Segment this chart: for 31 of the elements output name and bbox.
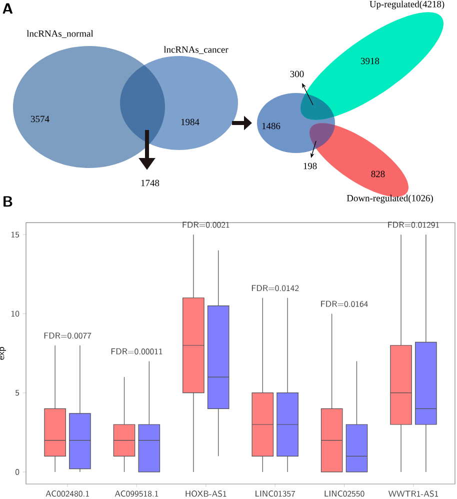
text: lncRNAs_cancer	[164, 46, 228, 54]
text: 300	[290, 70, 304, 78]
text: 1984	[181, 118, 200, 126]
text: 1486	[262, 122, 280, 130]
text: 1748	[141, 180, 160, 186]
x-tick-label: LINC02550	[324, 490, 364, 497]
text: Up-regulated(4218)	[370, 0, 444, 10]
annotation: FDR=0.00011	[111, 348, 162, 354]
y-tick-label: 15	[12, 232, 20, 238]
x-tick-label: LINC01357	[256, 490, 296, 497]
y-tick-label: 10	[12, 310, 20, 317]
annotation: FDR=0.0142	[252, 285, 299, 292]
y-tick-label: 0	[15, 469, 20, 475]
text: lncRNAs_normal	[26, 30, 94, 38]
annotation: FDR=0.0164	[321, 300, 368, 307]
text: 3918	[360, 58, 380, 64]
x-tick-label: WWTR1-AS1	[388, 490, 438, 497]
x-tick-label: AC099518.1	[114, 490, 158, 497]
annotation: FDR=0.0077	[44, 332, 92, 339]
text: Down-regulated(1026)	[346, 194, 433, 204]
text: 198	[304, 162, 317, 170]
y-tick-label: 5	[15, 390, 20, 396]
annotation: FDR=0.0021	[182, 222, 230, 228]
annotation: FDR=0.01291	[388, 222, 439, 228]
text: A	[2, 3, 13, 14]
chart-title: B	[4, 196, 12, 207]
x-tick-label: HOXB-AS1	[186, 490, 226, 497]
text: 828	[371, 170, 385, 178]
y-axis-title: exp	[0, 346, 6, 360]
text: 3574	[30, 116, 50, 122]
x-tick-label: AC002480.1	[46, 490, 89, 497]
